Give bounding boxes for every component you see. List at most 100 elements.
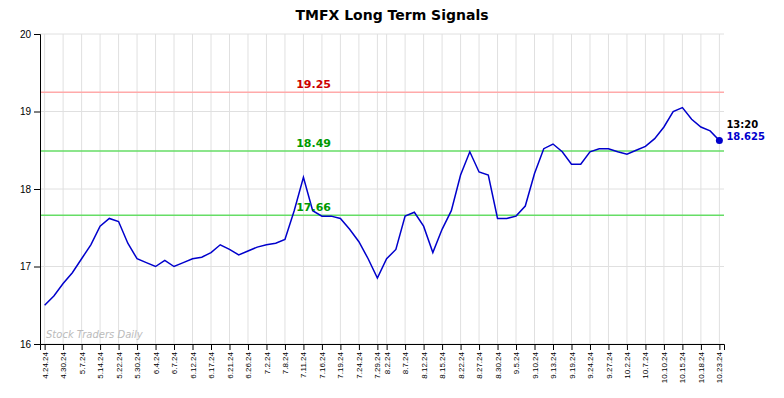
y-tick-mark	[34, 267, 40, 268]
x-tick-label: 9.13.24	[549, 351, 558, 378]
grid-line	[40, 111, 724, 112]
grid-line	[405, 34, 406, 344]
x-tick-label: 7.2.24	[263, 351, 272, 374]
x-tick: 10.7.24	[641, 344, 650, 379]
y-axis-line	[34, 35, 41, 345]
x-tick-mark	[322, 344, 323, 350]
y-tick-label: 16	[20, 339, 32, 350]
x-tick: 9.13.24	[549, 344, 558, 379]
x-tick: 8.27.24	[475, 344, 484, 379]
grid-line	[534, 34, 535, 344]
x-tick: 6.26.24	[244, 344, 253, 379]
y-axis: 1617181920	[20, 29, 41, 350]
x-tick: 8.15.24	[438, 344, 447, 379]
x-tick-mark	[156, 344, 157, 350]
x-tick-mark	[248, 344, 249, 350]
grid-line	[266, 34, 267, 344]
y-tick: 16	[20, 339, 40, 350]
x-tick: 5.7.24	[78, 344, 87, 374]
x-tick-label: 9.10.24	[531, 351, 540, 378]
x-tick-mark	[285, 344, 286, 350]
x-tick-mark	[340, 344, 341, 350]
x-tick-mark	[461, 344, 462, 350]
x-tick: 9.27.24	[605, 344, 614, 379]
x-tick-label: 6.4.24	[152, 351, 161, 374]
x-tick-label: 9.24.24	[586, 351, 595, 378]
x-tick: 10.15.24	[678, 344, 687, 383]
x-tick: 7.29.24	[373, 344, 382, 379]
x-tick: 10.2.24	[623, 344, 632, 379]
x-tick-mark	[266, 344, 267, 350]
x-axis-line	[41, 345, 725, 351]
x-tick-label: 7.16.24	[318, 351, 327, 378]
x-tick-mark	[119, 344, 120, 350]
x-tick-mark	[82, 344, 83, 350]
x-tick: 10.23.24	[715, 344, 724, 383]
x-tick: 8.7.24	[401, 344, 410, 374]
x-tick-label: 10.18.24	[697, 351, 706, 383]
x-tick-label: 10.10.24	[660, 351, 669, 383]
x-tick-label: 8.30.24	[494, 351, 503, 378]
x-tick: 10.10.24	[660, 344, 669, 383]
x-tick-label: 7.24.24	[355, 351, 364, 378]
plot: Stock Traders Daily19.2518.4917.6613:201…	[20, 29, 765, 383]
x-tick: 7.2.24	[263, 344, 272, 374]
x-tick-label: 8.12.24	[420, 351, 429, 378]
x-tick-mark	[211, 344, 212, 350]
x-tick-label: 9.19.24	[568, 351, 577, 378]
x-tick-mark	[303, 344, 304, 350]
x-tick-mark	[608, 344, 609, 350]
x-tick-label: 10.7.24	[641, 351, 650, 378]
grid-line	[442, 34, 443, 344]
x-tick-label: 8.22.24	[457, 351, 466, 378]
x-tick-mark	[535, 344, 536, 350]
y-tick-label: 18	[20, 184, 32, 195]
x-tick-label: 7.19.24	[336, 351, 345, 378]
y-tick-mark	[34, 112, 40, 113]
grid-line	[700, 34, 701, 344]
x-tick: 5.30.24	[133, 344, 142, 379]
grid-line	[386, 34, 387, 344]
reference-label: 17.66	[296, 201, 331, 214]
x-tick-mark	[193, 344, 194, 350]
x-tick-label: 5.7.24	[78, 351, 87, 374]
reference-line	[40, 150, 724, 152]
x-tick-label: 7.11.24	[299, 351, 308, 378]
grid-line	[719, 34, 720, 344]
x-tick-mark	[479, 344, 480, 350]
x-tick: 9.5.24	[512, 344, 521, 374]
chart: TMFX Long Term SignalsStock Traders Dail…	[0, 0, 784, 398]
grid-line	[460, 34, 461, 344]
x-tick: 4.24.24	[41, 344, 50, 379]
x-tick-mark	[719, 344, 720, 350]
x-tick-mark	[137, 344, 138, 350]
watermark: Stock Traders Daily	[46, 329, 144, 340]
x-tick: 9.10.24	[531, 344, 540, 379]
x-tick-mark	[229, 344, 230, 350]
x-tick-label: 8.15.24	[438, 351, 447, 378]
x-tick-label: 6.7.24	[170, 351, 179, 374]
grid-line	[100, 34, 101, 344]
x-tick-mark	[100, 344, 101, 350]
x-tick-label: 9.5.24	[512, 351, 521, 374]
grid-line	[284, 34, 285, 344]
annotation-time: 13:20	[726, 119, 758, 130]
x-tick: 8.30.24	[494, 344, 503, 379]
x-tick-mark	[516, 344, 517, 350]
grid-line	[516, 34, 517, 344]
x-tick: 6.7.24	[170, 344, 179, 374]
reference-label: 18.49	[296, 137, 331, 150]
grid-line	[358, 34, 359, 344]
x-tick-label: 5.30.24	[133, 351, 142, 378]
annotation-price: 18.625	[726, 131, 765, 142]
grid-line	[553, 34, 554, 344]
y-tick-mark	[34, 189, 40, 190]
x-tick: 5.14.24	[96, 344, 105, 379]
grid-line	[229, 34, 230, 344]
x-tick: 10.18.24	[697, 344, 706, 383]
grid-line	[118, 34, 119, 344]
y-tick-mark	[34, 34, 40, 35]
y-tick: 20	[20, 29, 40, 40]
grid-line	[479, 34, 480, 344]
x-tick: 6.12.24	[189, 344, 198, 379]
